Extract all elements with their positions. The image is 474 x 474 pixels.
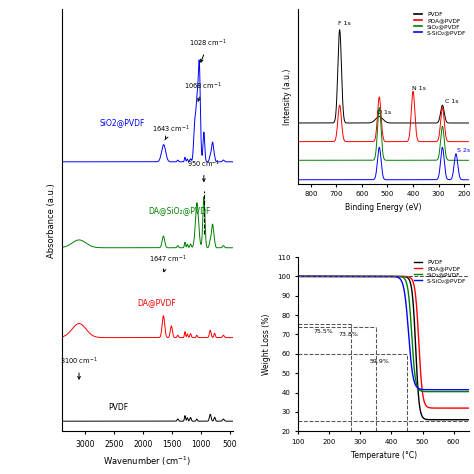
S-SiO₂@PVDF: [466, 387, 472, 392]
SiO₂@PVDF: [374, 273, 380, 279]
PDA@PVDF: [461, 405, 467, 411]
PDA@PVDF: [462, 405, 467, 411]
X-axis label: Binding Energy (eV): Binding Energy (eV): [346, 203, 422, 212]
PVDF: [374, 273, 380, 279]
SiO₂@PVDF: [378, 273, 384, 279]
Text: SiO2@PVDF: SiO2@PVDF: [100, 118, 145, 127]
SiO₂@PVDF: [304, 273, 310, 279]
PDA@PVDF: [374, 273, 380, 279]
S-SiO₂@PVDF: [461, 387, 467, 392]
Text: DA@SiO₂@PVDF: DA@SiO₂@PVDF: [149, 207, 211, 216]
PDA@PVDF: [466, 405, 472, 411]
S-SiO₂@PVDF: [378, 273, 384, 279]
SiO₂@PVDF: [466, 389, 472, 394]
PVDF: [430, 417, 436, 422]
Text: 59.9%: 59.9%: [370, 359, 390, 364]
S-SiO₂@PVDF: [430, 387, 436, 392]
SiO₂@PVDF: [461, 389, 467, 394]
Y-axis label: Weight Loss (%): Weight Loss (%): [262, 313, 271, 375]
Text: PVDF: PVDF: [108, 403, 128, 412]
Text: C 1s: C 1s: [445, 99, 458, 103]
Line: S-SiO₂@PVDF: S-SiO₂@PVDF: [298, 276, 469, 390]
PVDF: [462, 417, 467, 422]
S-SiO₂@PVDF: [374, 273, 380, 279]
Text: 75.5%: 75.5%: [314, 328, 333, 334]
Line: SiO₂@PVDF: SiO₂@PVDF: [298, 276, 469, 392]
PVDF: [304, 273, 310, 279]
S-SiO₂@PVDF: [304, 273, 310, 279]
PVDF: [461, 417, 467, 422]
Legend: PVDF, PDA@PVDF, SiO₂@PVDF, S-SiO₂@PVDF: PVDF, PDA@PVDF, SiO₂@PVDF, S-SiO₂@PVDF: [413, 260, 466, 283]
PVDF: [295, 273, 301, 279]
Text: O 1s: O 1s: [377, 110, 392, 115]
SiO₂@PVDF: [430, 389, 436, 394]
PDA@PVDF: [304, 273, 310, 279]
Text: DA@PVDF: DA@PVDF: [137, 298, 176, 307]
Text: 73.8%: 73.8%: [338, 332, 358, 337]
Text: 1028 cm$^{-1}$: 1028 cm$^{-1}$: [189, 38, 227, 62]
Text: 1647 cm$^{-1}$: 1647 cm$^{-1}$: [149, 254, 187, 272]
Text: 950 cm$^{-1}$: 950 cm$^{-1}$: [187, 158, 220, 182]
Text: 1068 cm$^{-1}$: 1068 cm$^{-1}$: [184, 81, 222, 101]
S-SiO₂@PVDF: [462, 387, 467, 392]
Text: F 1s: F 1s: [337, 21, 350, 26]
Y-axis label: Absorbance (a.u.): Absorbance (a.u.): [47, 183, 56, 258]
PVDF: [378, 273, 384, 279]
Line: PDA@PVDF: PDA@PVDF: [298, 276, 469, 408]
SiO₂@PVDF: [295, 273, 301, 279]
PDA@PVDF: [430, 405, 436, 411]
X-axis label: Temperature (°C): Temperature (°C): [351, 450, 417, 459]
PDA@PVDF: [295, 273, 301, 279]
PVDF: [466, 417, 472, 422]
Text: 3100 cm$^{-1}$: 3100 cm$^{-1}$: [60, 356, 98, 379]
PDA@PVDF: [378, 273, 384, 279]
S-SiO₂@PVDF: [295, 273, 301, 279]
Text: S 2s: S 2s: [457, 148, 470, 153]
X-axis label: Wavenumber (cm$^{-1}$): Wavenumber (cm$^{-1}$): [103, 454, 191, 468]
SiO₂@PVDF: [462, 389, 467, 394]
Text: 1643 cm$^{-1}$: 1643 cm$^{-1}$: [152, 123, 190, 140]
Text: N 1s: N 1s: [412, 86, 426, 91]
Line: PVDF: PVDF: [298, 276, 469, 419]
Y-axis label: Intensity (a.u.): Intensity (a.u.): [283, 68, 292, 125]
Legend: PVDF, PDA@PVDF, SiO₂@PVDF, S-SiO₂@PVDF: PVDF, PDA@PVDF, SiO₂@PVDF, S-SiO₂@PVDF: [413, 12, 466, 36]
